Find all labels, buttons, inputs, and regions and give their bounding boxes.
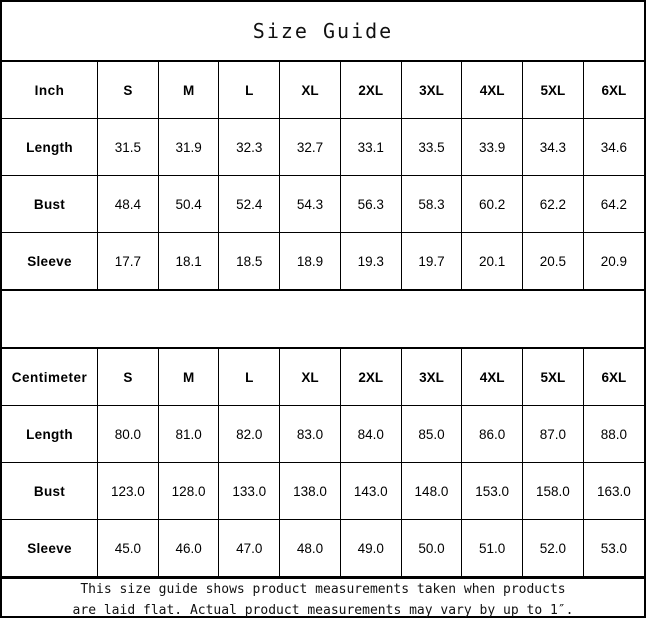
table-header-row: Inch S M L XL 2XL 3XL 4XL 5XL 6XL <box>2 62 644 119</box>
cell-inch-length-6xl: 34.6 <box>582 118 644 176</box>
cell-inch-bust-s: 48.4 <box>97 175 159 233</box>
cell-inch-length-5xl: 34.3 <box>522 118 584 176</box>
cell-cm-bust-3xl: 148.0 <box>400 462 463 520</box>
cell-inch-length-m: 31.9 <box>157 118 220 176</box>
column-header-m: M <box>157 349 220 406</box>
cell-inch-bust-xl: 54.3 <box>279 175 341 233</box>
column-header-6xl: 6XL <box>582 62 644 119</box>
row-label-sleeve: Sleeve <box>2 519 98 577</box>
cell-cm-sleeve-m: 46.0 <box>157 519 220 577</box>
cell-cm-sleeve-4xl: 51.0 <box>461 519 524 577</box>
column-header-6xl: 6XL <box>582 349 644 406</box>
cell-inch-length-l: 32.3 <box>218 118 281 176</box>
cell-inch-sleeve-5xl: 20.5 <box>522 232 584 290</box>
row-label-bust: Bust <box>2 175 98 233</box>
cell-cm-sleeve-6xl: 53.0 <box>582 519 644 577</box>
cell-cm-length-2xl: 84.0 <box>339 405 402 463</box>
cell-inch-sleeve-s: 17.7 <box>97 232 159 290</box>
table-row: Bust 48.4 50.4 52.4 54.3 56.3 58.3 60.2 … <box>2 175 644 233</box>
cell-inch-bust-m: 50.4 <box>157 175 220 233</box>
table-row: Length 31.5 31.9 32.3 32.7 33.1 33.5 33.… <box>2 118 644 176</box>
row-label-length: Length <box>2 118 98 176</box>
cell-inch-length-s: 31.5 <box>97 118 159 176</box>
cell-inch-length-4xl: 33.9 <box>461 118 524 176</box>
table-row: Length 80.0 81.0 82.0 83.0 84.0 85.0 86.… <box>2 405 644 463</box>
table-header-row: Centimeter S M L XL 2XL 3XL 4XL 5XL 6XL <box>2 349 644 406</box>
footer-note-line-1: This size guide shows product measuremen… <box>80 582 566 597</box>
row-label-bust: Bust <box>2 462 98 520</box>
cell-cm-sleeve-s: 45.0 <box>97 519 159 577</box>
column-header-m: M <box>157 62 220 119</box>
cell-cm-length-m: 81.0 <box>157 405 220 463</box>
cell-cm-bust-s: 123.0 <box>97 462 159 520</box>
page-title: Size Guide <box>252 19 394 43</box>
cell-inch-sleeve-m: 18.1 <box>157 232 220 290</box>
row-label-length: Length <box>2 405 98 463</box>
cell-inch-length-3xl: 33.5 <box>400 118 463 176</box>
size-guide-footer-note: This size guide shows product measuremen… <box>2 577 644 621</box>
row-label-sleeve: Sleeve <box>2 232 98 290</box>
column-header-4xl: 4XL <box>461 62 524 119</box>
cell-cm-sleeve-5xl: 52.0 <box>522 519 584 577</box>
cell-cm-length-s: 80.0 <box>97 405 159 463</box>
cell-inch-sleeve-l: 18.5 <box>218 232 281 290</box>
column-header-l: L <box>218 62 281 119</box>
cell-cm-sleeve-l: 47.0 <box>218 519 281 577</box>
cell-cm-length-3xl: 85.0 <box>400 405 463 463</box>
cell-inch-sleeve-2xl: 19.3 <box>339 232 402 290</box>
cell-inch-sleeve-6xl: 20.9 <box>582 232 644 290</box>
cell-cm-bust-6xl: 163.0 <box>582 462 644 520</box>
column-header-s: S <box>97 349 159 406</box>
table-row: Bust 123.0 128.0 133.0 138.0 143.0 148.0… <box>2 462 644 520</box>
cell-inch-bust-6xl: 64.2 <box>582 175 644 233</box>
cell-cm-sleeve-2xl: 49.0 <box>339 519 402 577</box>
cell-cm-bust-2xl: 143.0 <box>339 462 402 520</box>
cell-cm-bust-l: 133.0 <box>218 462 281 520</box>
column-header-5xl: 5XL <box>522 349 584 406</box>
cell-cm-length-6xl: 88.0 <box>582 405 644 463</box>
cell-inch-sleeve-3xl: 19.7 <box>400 232 463 290</box>
cell-cm-length-xl: 83.0 <box>279 405 341 463</box>
column-header-3xl: 3XL <box>400 62 463 119</box>
table-spacer-row <box>2 290 644 349</box>
cell-inch-bust-5xl: 62.2 <box>522 175 584 233</box>
column-header-xl: XL <box>279 349 341 406</box>
cell-inch-bust-4xl: 60.2 <box>461 175 524 233</box>
cell-cm-length-l: 82.0 <box>218 405 281 463</box>
cell-cm-length-4xl: 86.0 <box>461 405 524 463</box>
column-header-2xl: 2XL <box>339 62 402 119</box>
cell-inch-bust-2xl: 56.3 <box>339 175 402 233</box>
cell-inch-sleeve-4xl: 20.1 <box>461 232 524 290</box>
centimeter-size-table: Centimeter S M L XL 2XL 3XL 4XL 5XL 6XL … <box>2 349 644 577</box>
cell-cm-bust-4xl: 153.0 <box>461 462 524 520</box>
column-header-3xl: 3XL <box>400 349 463 406</box>
centimeter-unit-label: Centimeter <box>2 349 98 406</box>
cell-inch-sleeve-xl: 18.9 <box>279 232 341 290</box>
column-header-2xl: 2XL <box>339 349 402 406</box>
column-header-xl: XL <box>279 62 341 119</box>
table-row: Sleeve 17.7 18.1 18.5 18.9 19.3 19.7 20.… <box>2 232 644 290</box>
inch-size-table: Inch S M L XL 2XL 3XL 4XL 5XL 6XL Length… <box>2 62 644 290</box>
cell-cm-bust-5xl: 158.0 <box>522 462 584 520</box>
column-header-5xl: 5XL <box>522 62 584 119</box>
inch-unit-label: Inch <box>2 62 98 119</box>
cell-inch-length-xl: 32.7 <box>279 118 341 176</box>
cell-cm-length-5xl: 87.0 <box>522 405 584 463</box>
column-header-4xl: 4XL <box>461 349 524 406</box>
cell-cm-sleeve-xl: 48.0 <box>279 519 341 577</box>
cell-cm-sleeve-3xl: 50.0 <box>400 519 463 577</box>
column-header-l: L <box>218 349 281 406</box>
cell-inch-bust-l: 52.4 <box>218 175 281 233</box>
cell-cm-bust-m: 128.0 <box>157 462 220 520</box>
cell-inch-length-2xl: 33.1 <box>339 118 402 176</box>
size-guide-title-row: Size Guide <box>2 2 644 62</box>
table-row: Sleeve 45.0 46.0 47.0 48.0 49.0 50.0 51.… <box>2 519 644 577</box>
footer-note-line-2: are laid flat. Actual product measuremen… <box>72 603 574 618</box>
column-header-s: S <box>97 62 159 119</box>
cell-inch-bust-3xl: 58.3 <box>400 175 463 233</box>
cell-cm-bust-xl: 138.0 <box>279 462 341 520</box>
